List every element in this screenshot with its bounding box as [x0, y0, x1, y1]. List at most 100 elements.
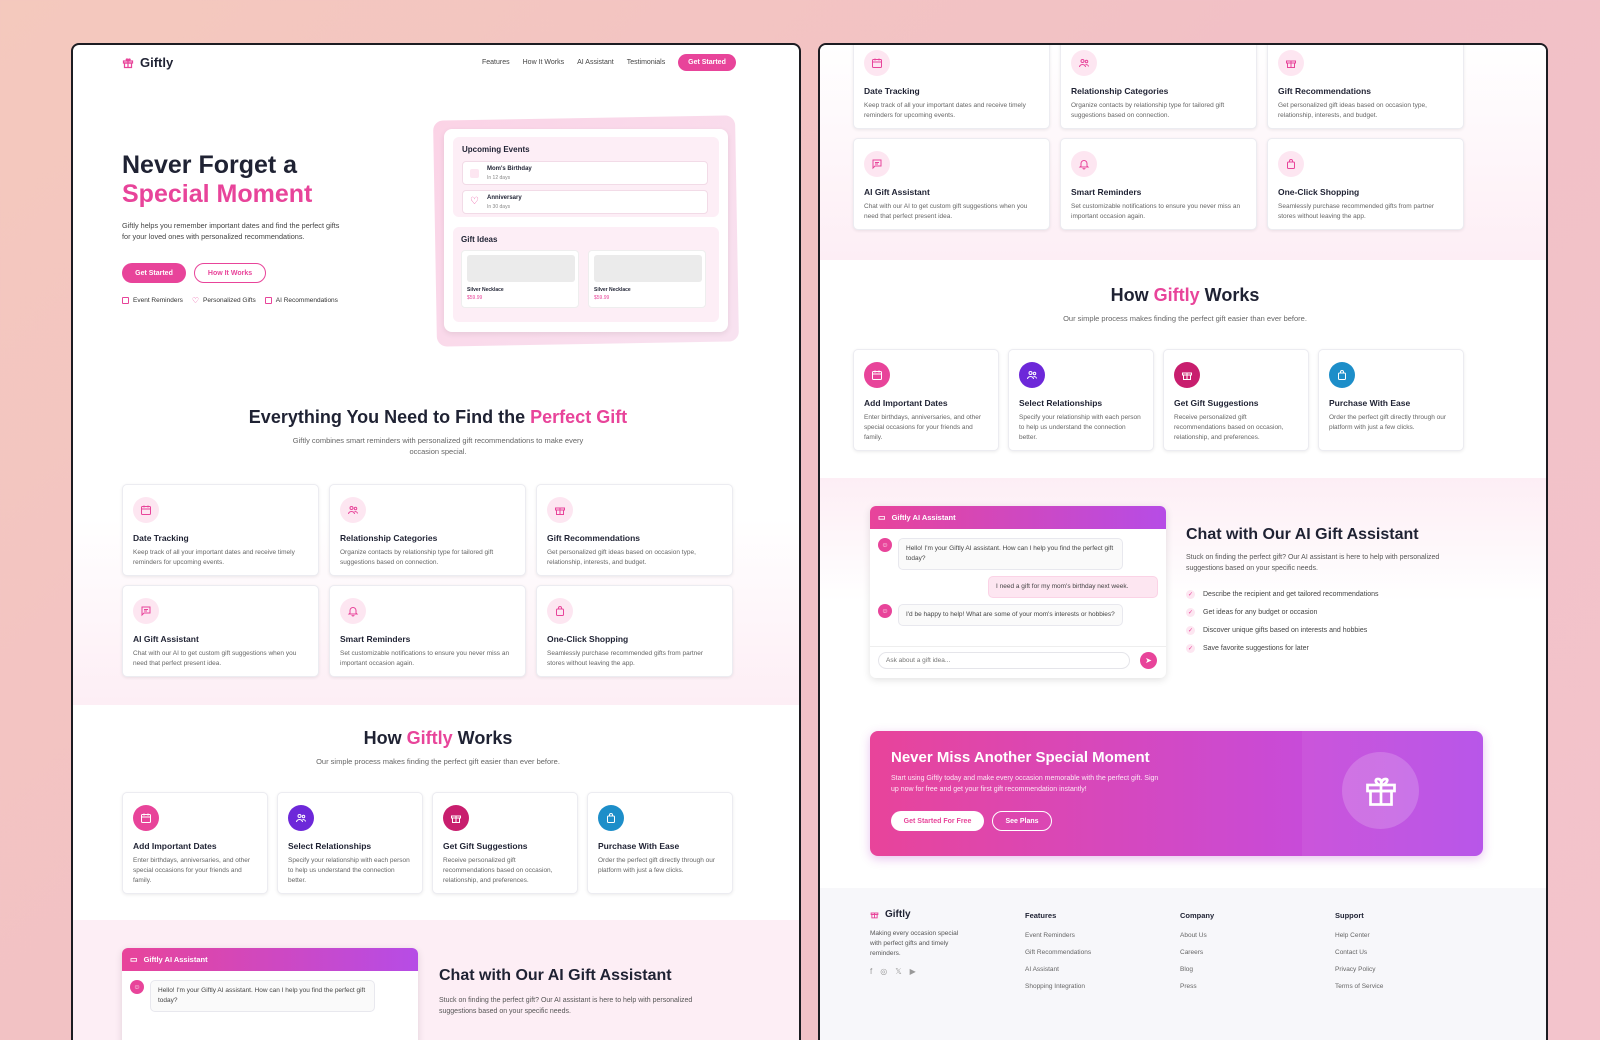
gift-icon — [547, 497, 573, 523]
gift-card[interactable]: Silver Necklace $59.99 — [588, 250, 706, 308]
event-name: Mom's Birthday — [487, 166, 532, 172]
gift-icon — [1278, 50, 1304, 76]
nav-link-ai[interactable]: AI Assistant — [577, 59, 614, 66]
hero-how-it-works-button[interactable]: How It Works — [194, 263, 266, 283]
social-links: f ◎ 𝕏 ▶ — [870, 967, 916, 976]
feature-card: Gift Recommendations Get personalized gi… — [536, 484, 733, 576]
gift-price: $59.99 — [467, 295, 483, 301]
cta-get-started-button[interactable]: Get Started For Free — [891, 811, 984, 831]
footer-link[interactable]: About Us — [1180, 932, 1207, 939]
how-subtitle: Our simple process makes finding the per… — [1063, 314, 1307, 323]
brand-logo[interactable]: Giftly — [122, 55, 173, 70]
chat-point: ✓ Discover unique gifts based on interest… — [1186, 626, 1368, 635]
footer-link[interactable]: Blog — [1180, 966, 1194, 973]
chat-header: ▭ Giftly AI Assistant — [870, 506, 1166, 529]
feature-title: Gift Recommendations — [547, 533, 641, 543]
check-icon: ✓ — [1186, 644, 1195, 653]
footer-column: Features Event Reminders Gift Recommendati… — [1025, 911, 1091, 1000]
bell-icon — [340, 598, 366, 624]
nav-links: Features How It Works AI Assistant Testi… — [482, 59, 665, 66]
chat-icon — [133, 598, 159, 624]
feature-text: Seamlessly purchase recommended gifts fr… — [1278, 203, 1435, 221]
chat-subtitle: Stuck on finding the perfect gift? Our A… — [1186, 554, 1440, 572]
footer-link[interactable]: Press — [1180, 983, 1197, 990]
instagram-icon[interactable]: ◎ — [880, 967, 888, 976]
feature-text: Set customizable notifications to ensure… — [340, 650, 510, 668]
cta-gift-badge — [1342, 752, 1419, 829]
feature-text: Organize contacts by relationship type f… — [340, 549, 494, 567]
assistant-avatar: ☺ — [878, 538, 892, 552]
gift-card[interactable]: Silver Necklace $59.99 — [461, 250, 579, 308]
step-title: Purchase With Ease — [598, 841, 680, 851]
feature-card: One-Click Shopping Seamlessly purchase r… — [1267, 138, 1464, 230]
calendar-icon — [122, 297, 129, 304]
feature-title: Relationship Categories — [1071, 86, 1169, 96]
chat-input[interactable] — [878, 652, 1130, 669]
step-card: Get Gift Suggestions Receive personalize… — [1163, 349, 1309, 451]
event-when: In 12 days — [487, 175, 511, 181]
footer-link[interactable]: Contact Us — [1335, 949, 1368, 956]
footer-link[interactable]: Gift Recommendations — [1025, 949, 1092, 956]
step-title: Select Relationships — [1019, 398, 1103, 408]
hero-title-line1: Never Forget a — [122, 151, 298, 179]
hero-title-line2: Special Moment — [122, 179, 313, 208]
gift-ideas-title: Gift Ideas — [461, 235, 498, 244]
hero-get-started-button[interactable]: Get Started — [122, 263, 186, 283]
bell-icon — [1071, 151, 1097, 177]
users-icon — [1019, 362, 1045, 388]
how-title: How Giftly Works — [363, 728, 513, 748]
footer-link[interactable]: Event Reminders — [1025, 932, 1075, 939]
cta-text: Start using Giftly today and make every … — [891, 775, 1159, 793]
chat-point: ✓ Describe the recipient and get tailored… — [1186, 590, 1379, 599]
footer-link[interactable]: Terms of Service — [1335, 983, 1384, 990]
badge-ai-recommendations: AI Recommendations — [275, 297, 338, 304]
feature-card: One-Click Shopping Seamlessly purchase r… — [536, 585, 733, 677]
feature-text: Keep track of all your important dates a… — [864, 102, 1026, 120]
facebook-icon[interactable]: f — [870, 967, 873, 976]
heart-icon: ♡ — [470, 196, 479, 207]
youtube-icon[interactable]: ▶ — [909, 967, 916, 976]
footer-link[interactable]: AI Assistant — [1025, 966, 1059, 973]
nav-link-features[interactable]: Features — [482, 59, 510, 66]
features-subtitle: Giftly combines smart reminders with per… — [292, 436, 584, 457]
users-icon — [1071, 50, 1097, 76]
footer-column-title: Features — [1025, 911, 1057, 920]
feature-card: Relationship Categories Organize contact… — [329, 484, 526, 576]
footer-link[interactable]: Help Center — [1335, 932, 1370, 939]
event-row[interactable]: Mom's Birthday In 12 days — [462, 161, 708, 185]
feature-text: Chat with our AI to get custom gift sugg… — [133, 650, 297, 668]
gift-icon — [1365, 777, 1396, 806]
calendar-icon — [864, 50, 890, 76]
features-title: Everything You Need to Find the Perfect … — [248, 407, 628, 427]
nav-link-how[interactable]: How It Works — [522, 59, 565, 66]
x-icon[interactable]: 𝕏 — [895, 967, 902, 976]
users-icon — [288, 805, 314, 831]
send-button[interactable]: ➤ — [1140, 652, 1157, 669]
feature-text: Chat with our AI to get custom gift sugg… — [864, 203, 1028, 221]
calendar-icon — [864, 362, 890, 388]
feature-text: Seamlessly purchase recommended gifts fr… — [547, 650, 704, 668]
assistant-message: I'd be happy to help! What are some of y… — [898, 604, 1123, 626]
nav-get-started-button[interactable]: Get Started — [678, 54, 736, 71]
how-subtitle: Our simple process makes finding the per… — [316, 757, 560, 766]
footer-logo[interactable]: Giftly — [870, 909, 911, 920]
footer-link[interactable]: Shopping Integration — [1025, 983, 1085, 990]
footer-column-title: Support — [1335, 911, 1364, 920]
nav-link-testimonials[interactable]: Testimonials — [626, 59, 666, 66]
chat-icon: ▭ — [878, 513, 886, 522]
chat-icon — [864, 151, 890, 177]
cta-see-plans-button[interactable]: See Plans — [992, 811, 1052, 831]
event-when: In 30 days — [487, 204, 511, 210]
feature-text: Set customizable notifications to ensure… — [1071, 203, 1241, 221]
step-title: Purchase With Ease — [1329, 398, 1411, 408]
left-page-preview: Giftly Features How It Works AI Assistan… — [71, 43, 801, 1040]
feature-text: Keep track of all your important dates a… — [133, 549, 295, 567]
event-row[interactable]: ♡ Anniversary In 30 days — [462, 190, 708, 214]
footer-link[interactable]: Careers — [1180, 949, 1204, 956]
footer-link[interactable]: Privacy Policy — [1335, 966, 1376, 973]
feature-card: Smart Reminders Set customizable notific… — [329, 585, 526, 677]
right-page-preview: Date Tracking Keep track of all your imp… — [818, 43, 1548, 1040]
chat-widget: ▭ Giftly AI Assistant ☺ Hello! I'm your G… — [122, 948, 418, 1040]
bag-icon — [598, 805, 624, 831]
feature-title: One-Click Shopping — [547, 634, 629, 644]
